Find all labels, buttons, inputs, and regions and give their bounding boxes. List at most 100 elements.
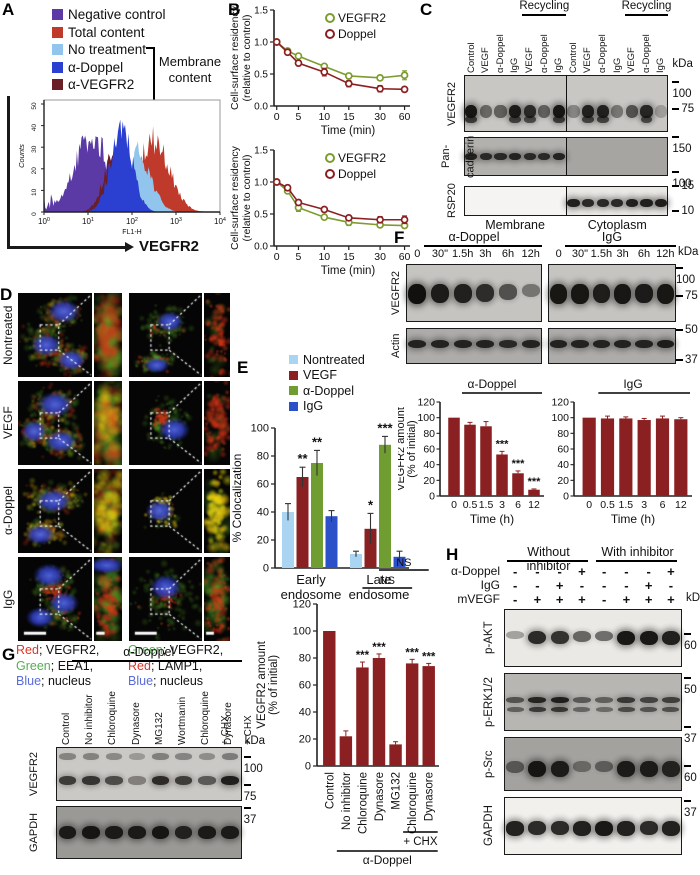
- microscopy-image-α-Doppel-2: [94, 469, 122, 553]
- panel-g-label: G: [2, 645, 16, 664]
- legend-item: IgG: [289, 399, 365, 415]
- treatment-header: IgG: [601, 230, 623, 244]
- legend-swatch: [289, 386, 298, 396]
- blot-right-half: [566, 138, 668, 175]
- time-label: 6h: [637, 248, 651, 260]
- ytick-label: 80: [557, 428, 569, 440]
- blot-band: [640, 115, 653, 123]
- condition-value: -: [601, 592, 607, 607]
- legend-item: Nontreated: [289, 352, 365, 368]
- condition-row-label: α-Doppel: [451, 564, 500, 578]
- legend-marker: [325, 169, 335, 179]
- caption-color-key: Blue: [128, 674, 154, 688]
- blot-row-label: p-AKT: [483, 621, 495, 655]
- xaxis-title: Time (min): [321, 265, 376, 277]
- bar-MG132: [389, 744, 402, 766]
- blot-band: [128, 775, 146, 785]
- microscopy-image-IgG-1: [18, 557, 92, 641]
- blot-band: [553, 115, 565, 123]
- ytick-label: 100: [551, 412, 569, 424]
- lane-label: Chloroquine: [107, 691, 119, 745]
- bar-Chloroquine: [405, 663, 419, 766]
- bar: [637, 420, 651, 496]
- caption-line: Green; VEGFR2,: [128, 643, 232, 659]
- blot-band: [430, 284, 450, 304]
- blot-band: [128, 826, 146, 839]
- blot-band: [509, 115, 521, 123]
- condition-value: -: [668, 578, 674, 593]
- inhibitor-group-underline: [596, 560, 677, 562]
- flow-series-Total content: [44, 126, 220, 212]
- ytick-label: 80: [299, 653, 311, 665]
- kda-label: 100: [243, 751, 263, 775]
- blot-band: [494, 153, 507, 161]
- blot-row-label: Actin: [390, 333, 402, 359]
- panel-c: C Recycling Recycling Control VEGF α-Doppel I…: [420, 0, 700, 235]
- caption-text: ; LAMP1,: [150, 658, 203, 673]
- blot-band: [635, 339, 653, 348]
- blot-row-label: RSP20: [446, 183, 458, 219]
- bar: [674, 419, 688, 496]
- recycling-underline: [522, 14, 567, 16]
- blot-band: [552, 104, 566, 118]
- lane-label: α-Doppel: [596, 34, 608, 73]
- recycling-header: Recycling: [621, 0, 672, 12]
- blot-band: [573, 706, 591, 712]
- blot-band: [551, 706, 569, 712]
- kda-label: 10: [672, 205, 694, 217]
- bar: [496, 454, 508, 496]
- panel-e-legend: Nontreated VEGF α-Doppel IgG: [289, 352, 365, 414]
- legend-label: Total content: [68, 24, 145, 40]
- xtick-label: Control: [324, 772, 336, 809]
- blot-band: [221, 775, 239, 785]
- flow-ytick: 10: [31, 188, 38, 196]
- lane-label: VEGF: [626, 47, 638, 73]
- xaxis-title: Time (min): [321, 125, 376, 137]
- inhibitor-bar-chart: 0 20 40 60 80 100 120 VEGFR2 amount (% of initia…: [256, 557, 439, 867]
- panel-b-label: B: [228, 0, 241, 19]
- legend-label: VEGFR2: [338, 151, 386, 165]
- blot-band: [521, 339, 540, 348]
- blot-band: [595, 706, 613, 712]
- condition-value: -: [512, 578, 518, 593]
- condition-value: +: [644, 592, 653, 607]
- blot-band: [453, 339, 472, 348]
- blot-row-label: p-ERK1/2: [483, 677, 495, 727]
- blot-band: [538, 153, 551, 161]
- data-point: [320, 213, 329, 222]
- microscopy-image-VEGF-2: [94, 381, 122, 465]
- caption-color-key: Blue: [16, 674, 42, 688]
- xtick-label: 3: [499, 499, 505, 511]
- microscopy-caption: Red; VEGFR2, Green; EEA1, Blue; nucleus: [16, 643, 122, 690]
- microscopy-row-label: VEGF: [1, 406, 15, 440]
- legend-swatch: [52, 26, 63, 38]
- caption-text: ; nucleus: [41, 674, 92, 688]
- blot-band: [105, 775, 123, 785]
- time-label: 3h: [479, 248, 492, 260]
- bar-α-Doppel: [311, 463, 323, 568]
- microscopy-image-Nontreated-2: [94, 293, 122, 377]
- bar-No inhibitor: [339, 736, 353, 766]
- blot-band: [595, 821, 614, 837]
- blot-band: [506, 760, 525, 773]
- ytick-label: 100: [293, 626, 311, 638]
- significance-stars: ***: [377, 420, 393, 435]
- xtick-label: 60: [399, 111, 411, 123]
- bar: [464, 424, 476, 496]
- ytick-label: 60: [423, 444, 435, 456]
- blot-divider: [565, 186, 568, 216]
- blot-band: [81, 775, 100, 785]
- xtick-label: 10: [318, 251, 330, 263]
- blot-band: [572, 697, 591, 704]
- xtick-label: 6: [660, 499, 666, 511]
- xaxis-title: Time (h): [470, 512, 514, 526]
- blot-box: [406, 264, 542, 322]
- panel-a-label: A: [2, 0, 15, 19]
- blot-band: [198, 753, 215, 761]
- kda-tick-icon: [684, 633, 691, 636]
- blot-band: [408, 284, 427, 305]
- kda-label: 37: [684, 795, 700, 819]
- xtick-label: Dynasore: [374, 772, 386, 821]
- panel-h: H Without inhibitor With inhibitor α-Doppe…: [420, 545, 700, 870]
